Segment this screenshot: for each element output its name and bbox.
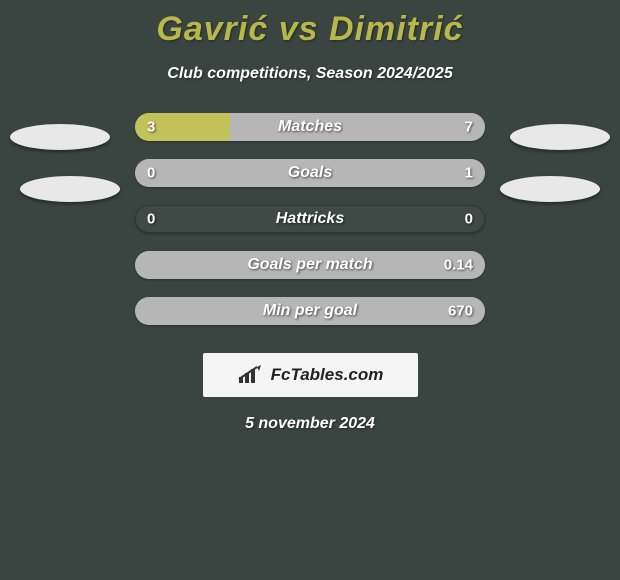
bar-right-fill [135,159,485,187]
bar-right-fill [135,297,485,325]
date-text: 5 november 2024 [0,415,620,433]
bar-value-right: 0 [465,211,473,228]
bar-row-goals: 01Goals [135,159,485,187]
bar-label: Hattricks [135,210,485,228]
chart-icon [237,365,265,385]
logo-text: FcTables.com [271,365,384,385]
bar-right-fill [230,113,486,141]
team-right-badge [500,176,600,202]
stats-card: Gavrić vs Dimitrić Club competitions, Se… [0,0,620,580]
team-left-badge [20,176,120,202]
page-title: Gavrić vs Dimitrić [0,0,620,49]
subtitle: Club competitions, Season 2024/2025 [0,65,620,83]
source-logo: FcTables.com [203,353,418,397]
bar-row-goals-per-match: 0.14Goals per match [135,251,485,279]
bar-right-fill [135,251,485,279]
bar-value-left: 0 [147,211,155,228]
bar-row-hattricks: 0 0Hattricks [135,205,485,233]
bar-row-matches: 37Matches [135,113,485,141]
bar-row-min-per-goal: 670Min per goal [135,297,485,325]
bar-left-fill [135,113,230,141]
player-right-avatar [510,124,610,150]
player-left-avatar [10,124,110,150]
